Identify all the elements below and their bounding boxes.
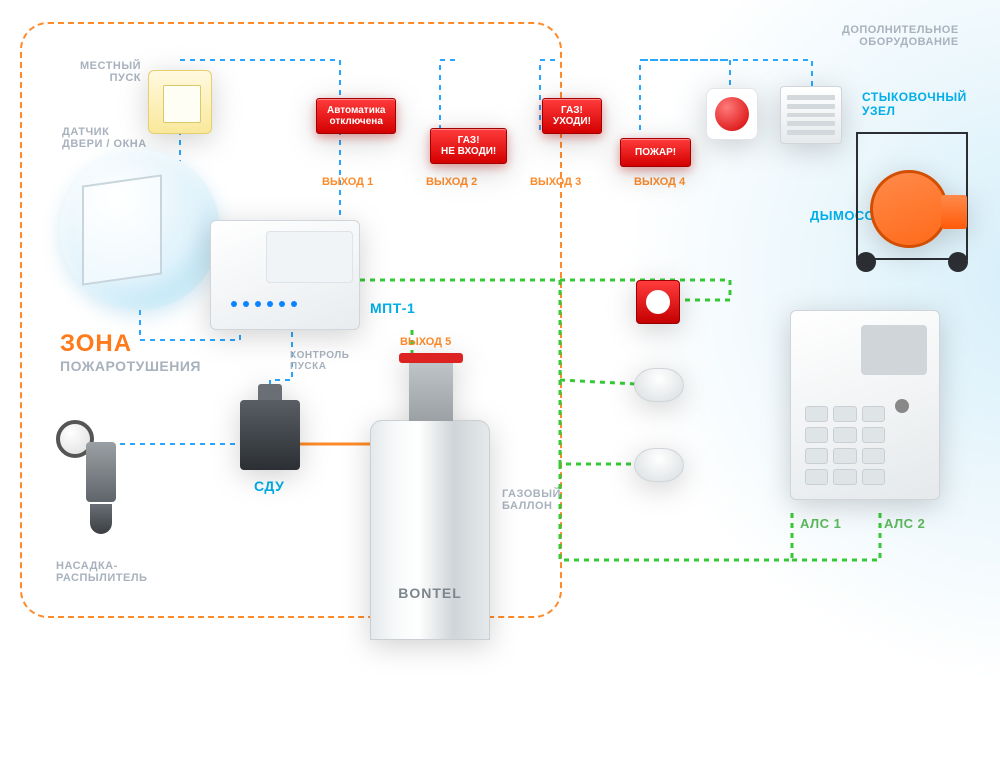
wheel-icon (948, 252, 968, 272)
label-sdu: СДУ (254, 478, 284, 494)
label-als1: АЛС 1 (800, 516, 841, 531)
sdu-valve (240, 400, 300, 470)
mpt-1-controller (210, 220, 360, 330)
out-3: ВЫХОД 3 (530, 176, 581, 188)
zone-title-l1: ЗОНА (60, 330, 201, 358)
vent-grille (780, 86, 842, 144)
alarm-sounder-icon (706, 88, 758, 140)
sign-gaz-ne-vhodi: ГАЗ! НЕ ВХОДИ! (430, 128, 507, 164)
smoke-exhauster (870, 170, 948, 248)
sign-pozhar: ПОЖАР! (620, 138, 691, 167)
label-dock-node: СТЫКОВОЧНЫЙ УЗЕЛ (862, 90, 967, 118)
zone-title-l2: ПОЖАРОТУШЕНИЯ (60, 358, 201, 374)
manual-call-point (636, 280, 680, 324)
local-start-device (148, 70, 212, 134)
label-nozzle: НАСАДКА- РАСПЫЛИТЕЛЬ (56, 560, 147, 584)
label-extra-equipment: ДОПОЛНИТЕЛЬНОЕ ОБОРУДОВАНИЕ (842, 24, 959, 48)
out-4: ВЫХОД 4 (634, 176, 685, 188)
label-als2: АЛС 2 (884, 516, 925, 531)
nozzle-sprayer (56, 420, 130, 540)
zone-title: ЗОНА ПОЖАРОТУШЕНИЯ (60, 330, 201, 374)
label-door-sensor: ДАТЧИК ДВЕРИ / ОКНА (62, 126, 147, 150)
label-launch-control: КОНТРОЛЬ ПУСКА (290, 350, 349, 372)
smoke-detector-1 (634, 368, 684, 402)
control-keypad-panel (790, 310, 940, 500)
wheel-icon (856, 252, 876, 272)
cylinder-brand: BONTEL (371, 585, 489, 601)
smoke-detector-2 (634, 448, 684, 482)
out-5: ВЫХОД 5 (400, 336, 451, 348)
label-local-start: МЕСТНЫЙ ПУСК (80, 60, 141, 84)
gas-cylinder: BONTEL (370, 420, 490, 640)
sign-gaz-uhodi: ГАЗ! УХОДИ! (542, 98, 602, 134)
out-2: ВЫХОД 2 (426, 176, 477, 188)
out-1: ВЫХОД 1 (322, 176, 373, 188)
door-window-sensor (60, 150, 220, 310)
label-cylinder: ГАЗОВЫЙ БАЛЛОН (502, 488, 561, 512)
label-mpt: МПТ-1 (370, 300, 415, 316)
sign-avtomatika: Автоматика отключена (316, 98, 396, 134)
